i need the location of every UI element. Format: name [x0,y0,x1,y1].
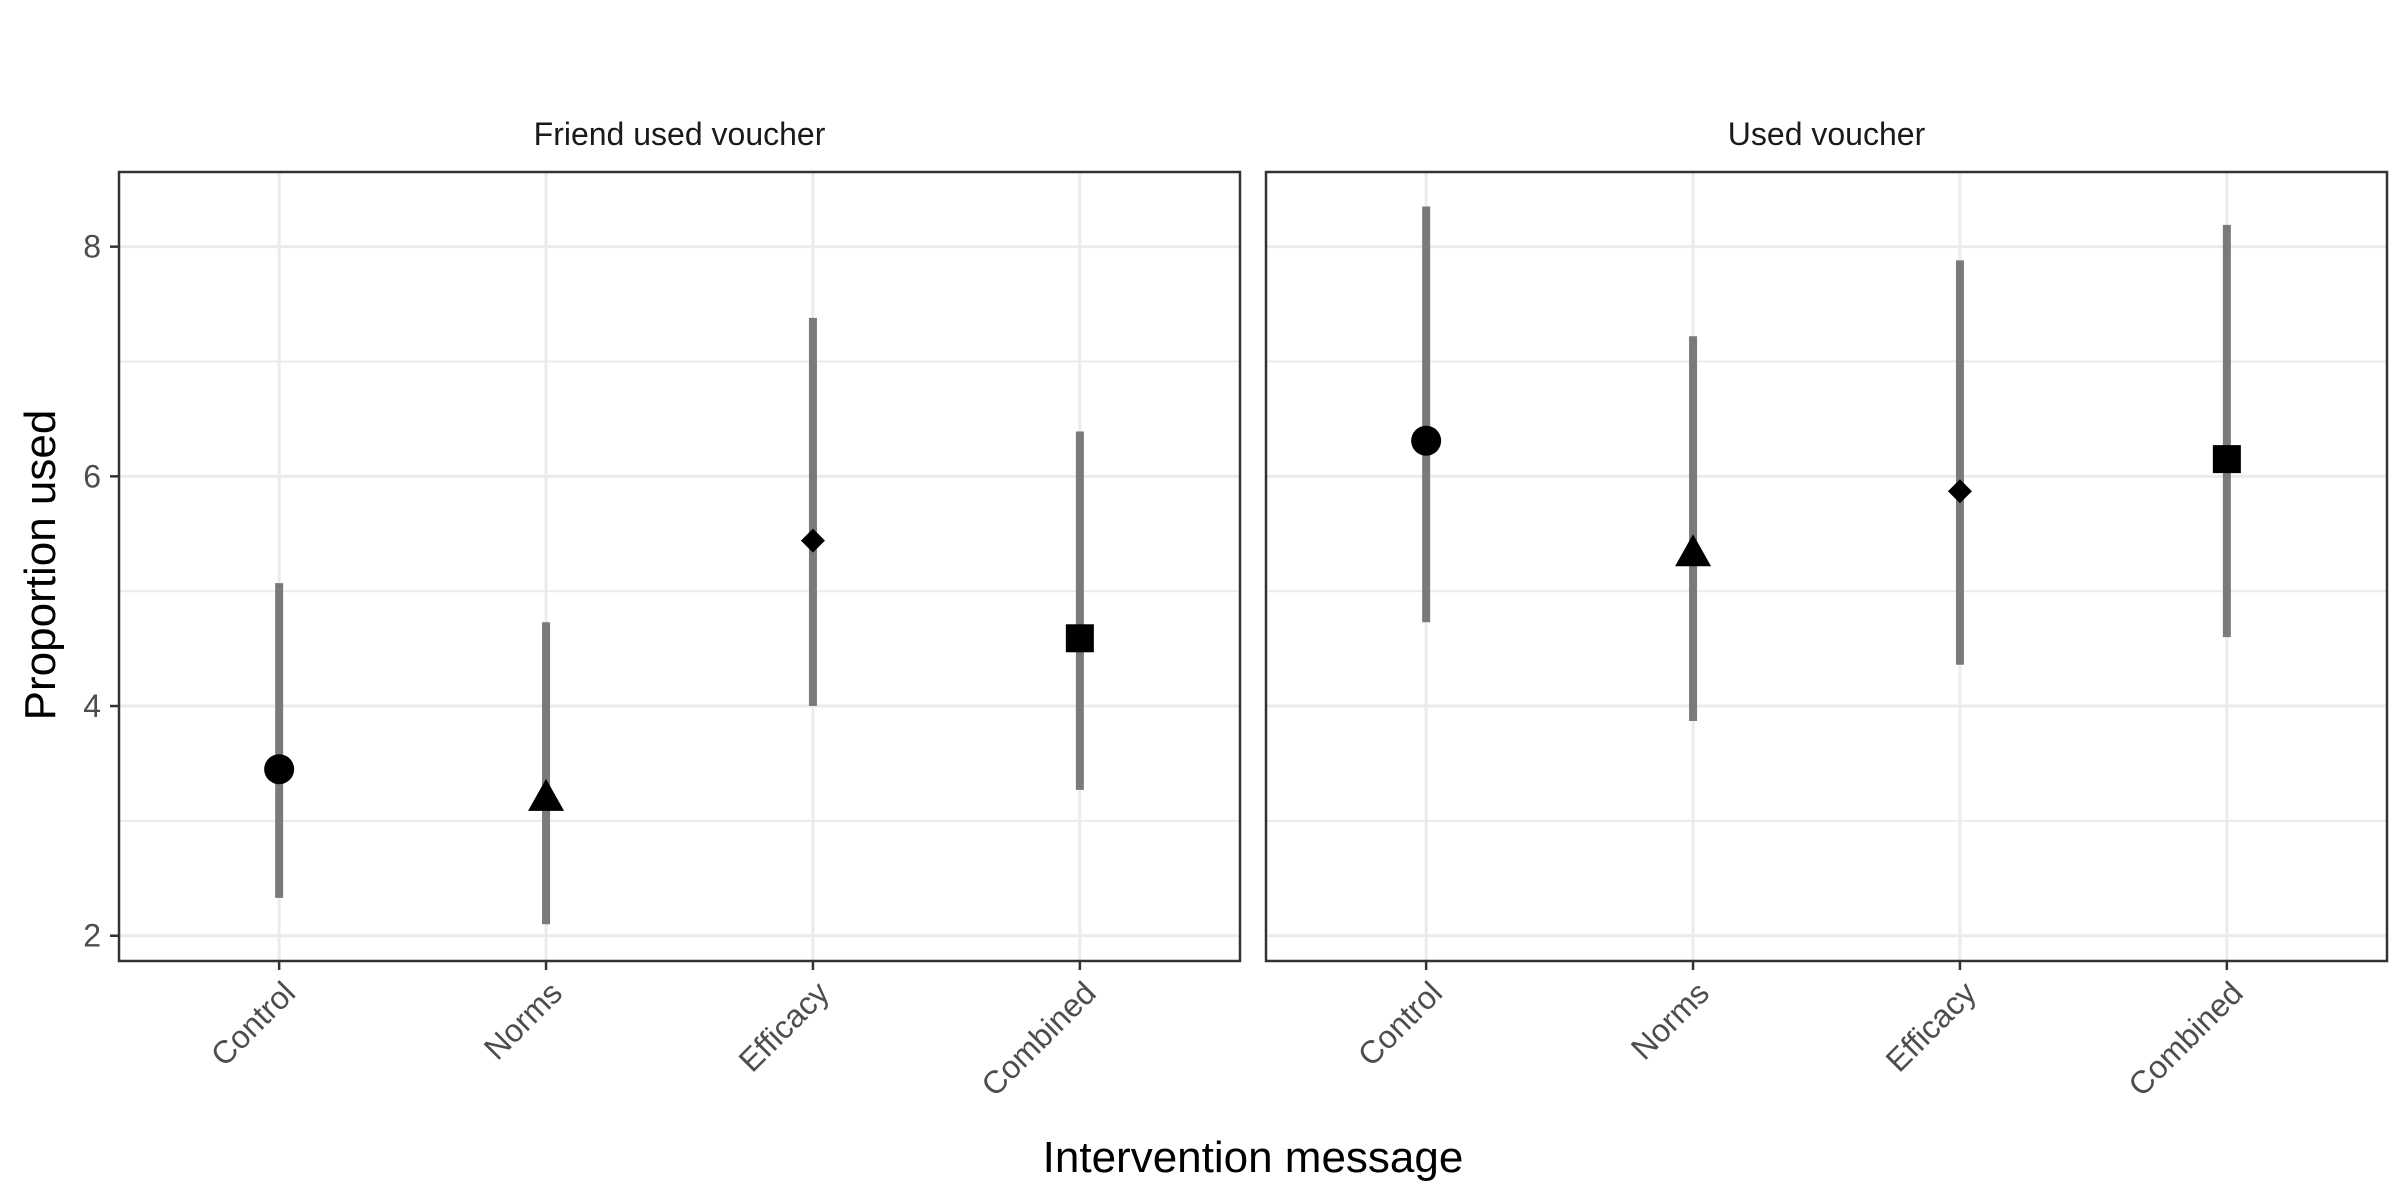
x-tick-label: Norms [1624,974,1716,1066]
panel-1: Friend used voucher Control Norms Efficacy C… [117,116,1242,1103]
y-axis: 2 4 6 8 [83,229,119,954]
x-tick-label: Efficacy [732,974,836,1078]
panel-2: Used voucher Control Norms Efficacy Combined [1264,116,2389,1103]
point-control [264,754,295,785]
y-tick-label: 4 [83,688,101,724]
point-norms [1675,534,1712,567]
panel-border [1264,170,2389,963]
x-tick-label: Control [1351,974,1449,1072]
panel-title: Used voucher [1728,116,1926,152]
x-tick-label: Control [204,974,302,1072]
point-combined [1065,624,1094,653]
x-tick-label: Combined [974,974,1103,1103]
point-efficacy [1947,479,1972,504]
point-combined [2212,445,2241,474]
x-tick-label: Combined [2121,974,2250,1103]
y-tick-label: 6 [83,458,101,494]
x-tick-label: Efficacy [1879,974,1983,1078]
point-norms [528,778,565,811]
point-control [1411,425,1442,456]
y-tick-label: 8 [83,229,101,265]
point-efficacy [800,528,825,553]
panel-title: Friend used voucher [534,116,826,152]
y-axis-title: Proportion used [16,410,65,721]
y-tick-label: 2 [83,918,101,954]
chart-panels: Friend used voucher Control Norms Efficacy C… [117,116,2389,1103]
panel-border [117,170,1242,963]
x-tick-label: Norms [477,974,569,1066]
x-axis-title: Intervention message [1043,1133,1464,1182]
